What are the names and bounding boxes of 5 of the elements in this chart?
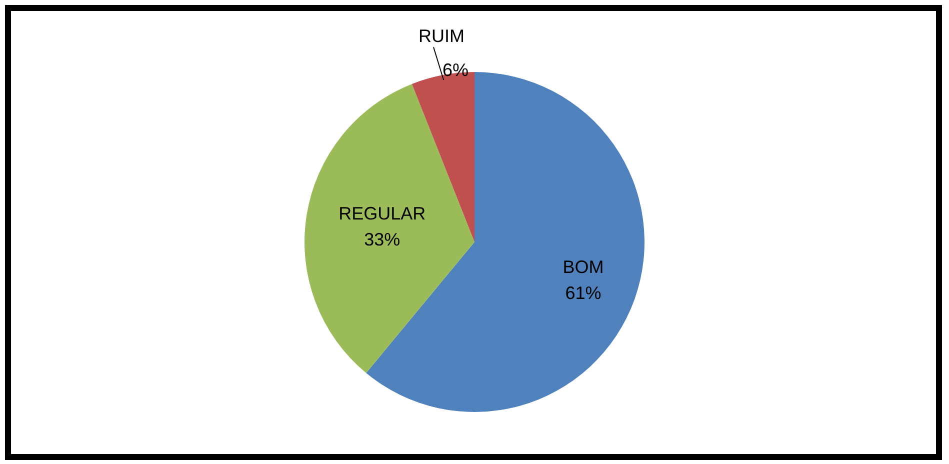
slice-label: RUIM — [418, 26, 465, 46]
data-label: 33% — [364, 229, 400, 250]
slice-label: REGULAR — [338, 203, 426, 224]
slice-label: BOM — [562, 257, 604, 278]
data-label: 61% — [565, 283, 602, 304]
